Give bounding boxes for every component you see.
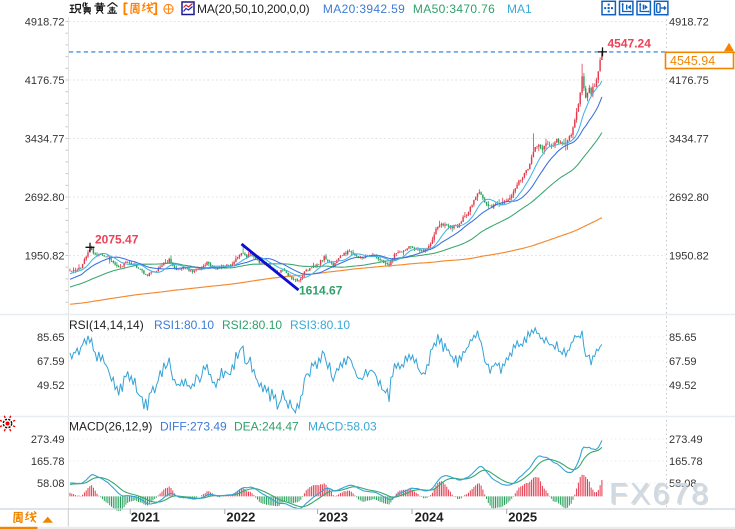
svg-text:49.52: 49.52 — [37, 380, 65, 392]
svg-text:MA50:3470.76: MA50:3470.76 — [413, 2, 495, 16]
svg-text:4547.24: 4547.24 — [608, 37, 652, 51]
svg-text:49.52: 49.52 — [669, 380, 697, 392]
svg-text:4545.94: 4545.94 — [670, 54, 715, 68]
svg-text:FX678: FX678 — [611, 479, 712, 512]
svg-text:FX678: FX678 — [609, 478, 710, 511]
svg-text:85.65: 85.65 — [37, 332, 65, 344]
svg-text:165.78: 165.78 — [31, 456, 65, 468]
svg-text:4918.72: 4918.72 — [669, 17, 709, 29]
svg-text:2692.80: 2692.80 — [669, 192, 709, 204]
svg-text:1950.82: 1950.82 — [669, 251, 709, 263]
svg-text:RSI2:80.10: RSI2:80.10 — [222, 318, 282, 332]
svg-text:67.59: 67.59 — [37, 356, 65, 368]
svg-text:MA1: MA1 — [507, 2, 532, 16]
svg-text:2021: 2021 — [131, 510, 160, 525]
svg-text:MACD:58.03: MACD:58.03 — [308, 420, 377, 434]
svg-text:58.08: 58.08 — [669, 478, 697, 490]
svg-text:MACD(26,12,9): MACD(26,12,9) — [69, 420, 152, 434]
svg-text:RSI1:80.10: RSI1:80.10 — [154, 318, 214, 332]
svg-text:67.59: 67.59 — [669, 356, 697, 368]
svg-text:4918.72: 4918.72 — [25, 17, 65, 29]
svg-text:165.78: 165.78 — [669, 456, 703, 468]
svg-text:1950.82: 1950.82 — [25, 251, 65, 263]
svg-text:1614.67: 1614.67 — [299, 284, 343, 298]
svg-text:2025: 2025 — [508, 510, 537, 525]
svg-text:2024: 2024 — [415, 510, 445, 525]
svg-text:2692.80: 2692.80 — [25, 192, 65, 204]
svg-text:3434.77: 3434.77 — [669, 134, 709, 146]
svg-text:2022: 2022 — [226, 510, 255, 525]
svg-text:2075.47: 2075.47 — [95, 233, 139, 247]
svg-text:273.49: 273.49 — [31, 434, 65, 446]
svg-text:RSI3:80.10: RSI3:80.10 — [290, 318, 350, 332]
svg-text:MA(20,50,10,200,0,0): MA(20,50,10,200,0,0) — [197, 2, 310, 16]
svg-text:RSI(14,14,14): RSI(14,14,14) — [69, 318, 144, 332]
svg-text:DIFF:273.49: DIFF:273.49 — [160, 420, 227, 434]
svg-text:273.49: 273.49 — [669, 434, 703, 446]
svg-text:3434.77: 3434.77 — [25, 134, 65, 146]
svg-text:58.08: 58.08 — [37, 478, 65, 490]
svg-text:MA20:3942.59: MA20:3942.59 — [323, 2, 405, 16]
svg-text:DEA:244.47: DEA:244.47 — [234, 420, 299, 434]
svg-text:4176.75: 4176.75 — [669, 75, 709, 87]
svg-text:85.65: 85.65 — [669, 332, 697, 344]
svg-text:4176.75: 4176.75 — [25, 75, 65, 87]
svg-text:2023: 2023 — [319, 510, 348, 525]
